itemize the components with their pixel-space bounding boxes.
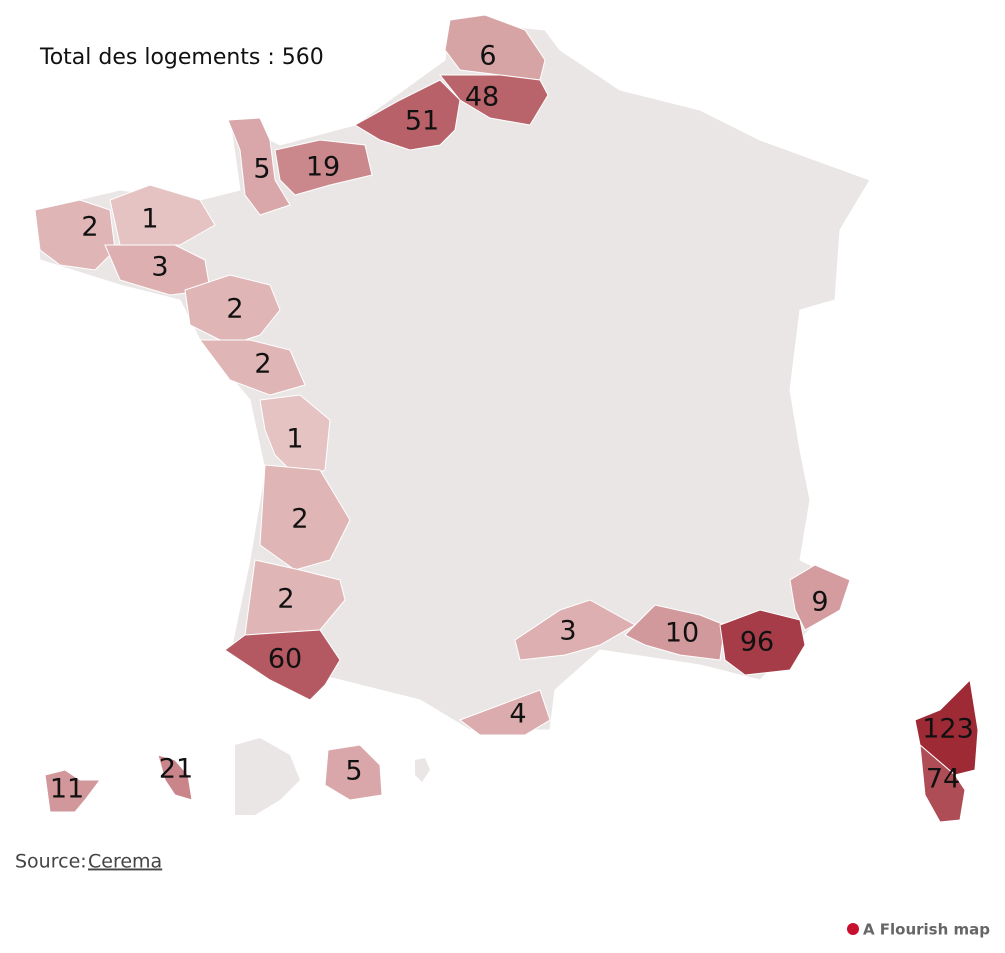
region bbox=[789, 564, 851, 631]
region bbox=[719, 609, 806, 676]
region-value-label: 48 bbox=[465, 82, 499, 113]
region bbox=[324, 744, 383, 801]
region-value-label: 2 bbox=[291, 504, 308, 535]
region-value-label: 9 bbox=[811, 587, 828, 618]
region bbox=[157, 754, 193, 801]
region-value-label: 3 bbox=[151, 252, 168, 283]
region-value-label: 1 bbox=[286, 424, 303, 455]
region bbox=[184, 274, 281, 346]
region bbox=[919, 743, 966, 823]
region-value-label: 2 bbox=[81, 212, 98, 243]
region-value-label: 19 bbox=[306, 152, 340, 183]
region bbox=[274, 139, 373, 196]
region-value-label: 21 bbox=[159, 754, 193, 785]
regions bbox=[34, 14, 979, 823]
region-value-label: 6 bbox=[479, 41, 496, 72]
region bbox=[34, 199, 116, 271]
region-value-label: 51 bbox=[405, 106, 439, 137]
region-value-label: 5 bbox=[345, 756, 362, 787]
region bbox=[354, 79, 461, 151]
mayotte-shape bbox=[415, 758, 430, 782]
credit[interactable]: A Flourish map bbox=[863, 921, 990, 939]
region bbox=[44, 769, 101, 813]
region-value-label: 5 bbox=[253, 154, 270, 185]
region bbox=[458, 689, 551, 736]
region bbox=[199, 339, 306, 396]
region-value-label: 96 bbox=[740, 627, 774, 658]
region-value-label: 2 bbox=[254, 349, 271, 380]
source-label: Source: bbox=[15, 851, 87, 873]
region bbox=[259, 464, 351, 571]
region-value-label: 11 bbox=[50, 774, 84, 805]
region bbox=[224, 629, 341, 701]
region bbox=[514, 599, 637, 661]
region-value-label: 10 bbox=[665, 618, 699, 649]
region-value-label: 60 bbox=[268, 644, 302, 675]
region-value-label: 74 bbox=[926, 764, 960, 795]
region-value-label: 2 bbox=[277, 584, 294, 615]
region-value-label: 1 bbox=[141, 204, 158, 235]
title: Total des logements : 560 bbox=[39, 45, 324, 70]
region-value-label: 2 bbox=[226, 294, 243, 325]
region bbox=[227, 117, 291, 216]
region bbox=[438, 74, 549, 126]
flourish-logo bbox=[847, 923, 859, 935]
region-value-label: 123 bbox=[922, 714, 974, 745]
guyane-shape bbox=[235, 738, 300, 815]
source-link[interactable]: Cerema bbox=[88, 851, 162, 873]
region-value-label: 4 bbox=[509, 699, 526, 730]
region-value-label: 3 bbox=[559, 616, 576, 647]
